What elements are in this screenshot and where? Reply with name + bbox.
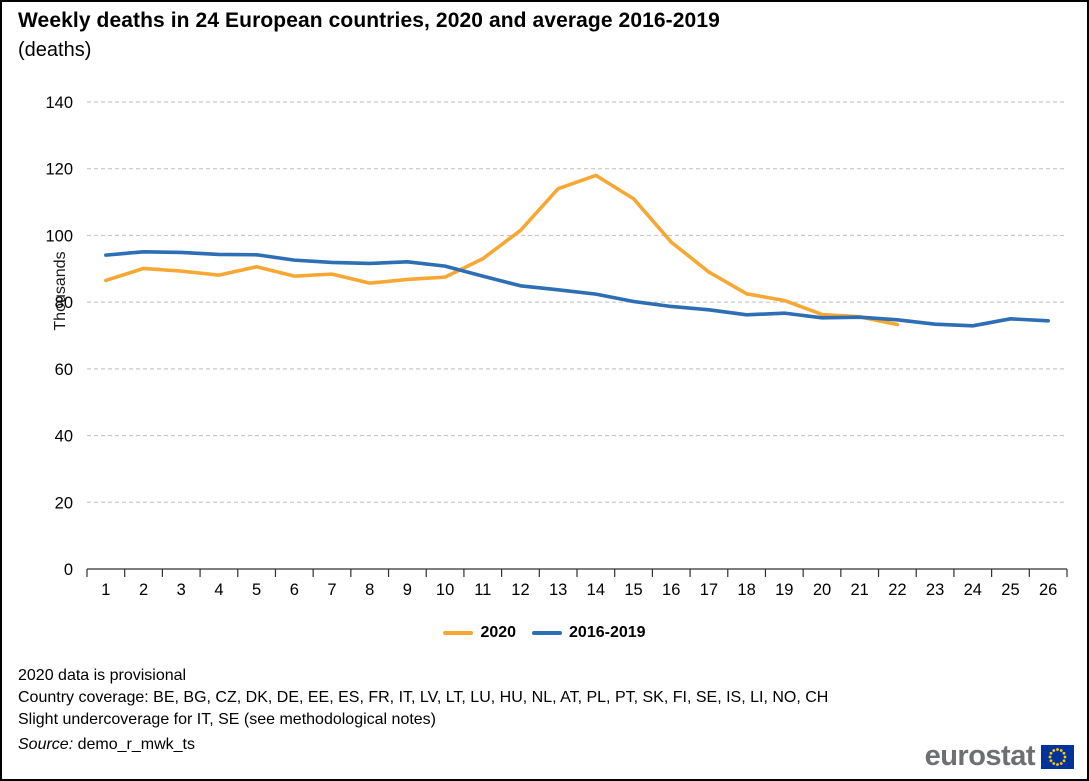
eu-flag-icon bbox=[1041, 744, 1074, 769]
x-tick-label-12: 12 bbox=[511, 581, 529, 599]
y-tick-label-60: 60 bbox=[55, 361, 73, 379]
eu-flag-star bbox=[1049, 758, 1053, 762]
x-tick-label-15: 15 bbox=[624, 581, 642, 599]
eu-flag-star bbox=[1063, 755, 1067, 758]
legend-swatch-2016-2019-line bbox=[532, 631, 563, 635]
eu-flag-star bbox=[1056, 747, 1059, 751]
source-line: Source: demo_r_mwk_ts bbox=[18, 734, 828, 756]
series-line-2016-2019 bbox=[104, 249, 1050, 328]
x-tick-label-26: 26 bbox=[1039, 581, 1057, 599]
chart-title: Weekly deaths in 24 European countries, … bbox=[18, 9, 720, 32]
source-value: demo_r_mwk_ts bbox=[77, 736, 195, 753]
eu-flag-star bbox=[1049, 751, 1053, 755]
x-tick-label-2: 2 bbox=[139, 581, 148, 599]
eurostat-logo: eurostat bbox=[925, 742, 1074, 771]
eu-flag-star bbox=[1059, 761, 1063, 765]
x-tick-label-7: 7 bbox=[327, 581, 336, 599]
source-label: Source: bbox=[18, 736, 74, 753]
eu-flag-star bbox=[1056, 762, 1059, 766]
series-line-2020 bbox=[104, 173, 900, 327]
x-tick-label-25: 25 bbox=[1001, 581, 1019, 599]
footnote-country-coverage: Country coverage: BE, BG, CZ, DK, DE, EE… bbox=[18, 689, 829, 706]
x-tick-label-13: 13 bbox=[549, 581, 567, 599]
y-tick-label-100: 100 bbox=[45, 227, 73, 245]
x-tick-label-21: 21 bbox=[851, 581, 869, 599]
eurostat-wordmark: eurostat bbox=[924, 740, 1036, 772]
legend-item-2020: 2020 bbox=[443, 624, 516, 642]
y-tick-label-120: 120 bbox=[45, 161, 73, 179]
x-tick-label-24: 24 bbox=[964, 581, 982, 599]
legend-item-2016-2019: 2016-2019 bbox=[532, 624, 646, 642]
x-tick-label-10: 10 bbox=[436, 581, 454, 599]
x-tick-label-14: 14 bbox=[587, 581, 605, 599]
x-tick-label-19: 19 bbox=[775, 581, 793, 599]
footnote-provisional: 2020 data is provisional bbox=[18, 667, 187, 684]
y-tick-label-0: 0 bbox=[64, 561, 73, 579]
chart-subtitle: (deaths) bbox=[18, 39, 92, 61]
eu-flag-star bbox=[1062, 751, 1066, 755]
x-tick-label-9: 9 bbox=[403, 581, 412, 599]
legend-label-2016-2019: 2016-2019 bbox=[569, 624, 646, 641]
x-tick-label-8: 8 bbox=[365, 581, 374, 599]
x-tick-label-16: 16 bbox=[662, 581, 680, 599]
x-tick-label-6: 6 bbox=[290, 581, 299, 599]
footnotes: 2020 data is provisional Country coverag… bbox=[18, 665, 828, 756]
x-tick-label-17: 17 bbox=[700, 581, 718, 599]
x-tick-label-4: 4 bbox=[214, 581, 223, 599]
y-tick-label-140: 140 bbox=[45, 94, 73, 112]
legend-swatch-2020-line bbox=[443, 631, 474, 635]
x-tick-label-23: 23 bbox=[926, 581, 944, 599]
x-tick-label-20: 20 bbox=[813, 581, 831, 599]
eu-flag-star bbox=[1052, 761, 1056, 765]
x-tick-label-22: 22 bbox=[888, 581, 906, 599]
legend: 2020 2016-2019 bbox=[2, 624, 1087, 642]
y-tick-label-20: 20 bbox=[55, 494, 73, 512]
x-tick-label-1: 1 bbox=[101, 581, 110, 599]
footnote-undercoverage: Slight undercoverage for IT, SE (see met… bbox=[18, 711, 437, 728]
x-tick-label-3: 3 bbox=[177, 581, 186, 599]
eu-flag-star bbox=[1059, 748, 1063, 752]
eu-flag-star bbox=[1048, 755, 1052, 758]
y-tick-label-40: 40 bbox=[55, 428, 73, 446]
x-tick-label-18: 18 bbox=[737, 581, 755, 599]
y-tick-label-80: 80 bbox=[55, 294, 73, 312]
eu-flag-star bbox=[1062, 758, 1066, 762]
eu-flag-star bbox=[1052, 748, 1056, 752]
legend-label-2020: 2020 bbox=[480, 624, 517, 641]
x-tick-label-11: 11 bbox=[474, 581, 491, 599]
x-tick-label-5: 5 bbox=[252, 581, 261, 599]
